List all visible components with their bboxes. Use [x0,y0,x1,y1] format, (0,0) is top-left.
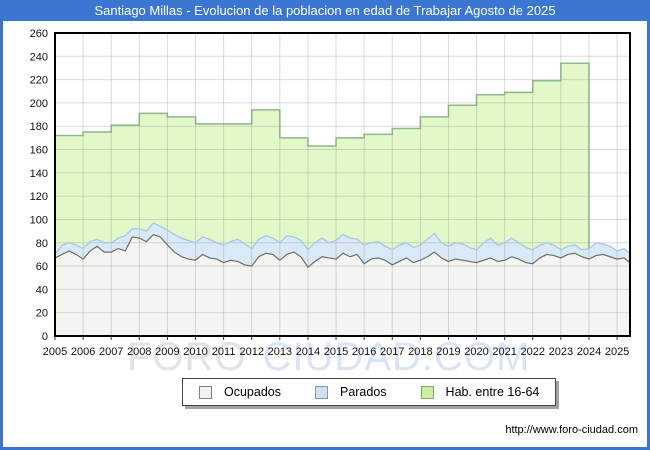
legend: Ocupados Parados Hab. entre 16-64 [182,378,557,406]
watermark-foro: FORO [127,335,247,379]
legend-label-parados: Parados [339,385,387,399]
svg-text:140: 140 [30,168,48,180]
svg-text:2010: 2010 [183,346,207,358]
legend-swatch-ocupados [199,385,212,399]
legend-swatch-hab-16-64 [420,385,434,399]
legend-item-parados: Parados [314,385,387,399]
svg-text:2018: 2018 [408,346,432,358]
svg-text:2021: 2021 [492,346,516,358]
svg-text:260: 260 [30,28,48,40]
legend-label-ocupados: Ocupados [224,385,281,399]
svg-text:60: 60 [36,261,48,273]
svg-text:20: 20 [36,308,48,320]
legend-item-ocupados: Ocupados [199,385,281,399]
svg-text:2022: 2022 [521,346,545,358]
footer-url: http://www.foro-ciudad.com [505,424,638,436]
legend-label-hab-16-64: Hab. entre 16-64 [445,385,540,399]
svg-text:220: 220 [30,75,48,87]
population-area-chart: 2005 2006 2007 2008 2009 2010 2011 2012 2013 2014… [30,28,632,358]
svg-text:2013: 2013 [268,346,292,358]
svg-text:2023: 2023 [549,346,573,358]
svg-text:2024: 2024 [577,346,601,358]
svg-text:2020: 2020 [464,346,488,358]
svg-text:2012: 2012 [239,346,263,358]
svg-text:2017: 2017 [380,346,404,358]
svg-text:40: 40 [36,284,48,296]
chart-title: Santiago Millas - Evolucion de la poblac… [0,0,650,21]
chart-canvas: FORO CIUDAD.COM 2005 2006 2007 2008 2009 2010 2… [3,21,647,447]
svg-text:120: 120 [30,191,48,203]
svg-text:2019: 2019 [436,346,460,358]
svg-text:2014: 2014 [296,346,320,358]
legend-swatch-parados [314,385,328,399]
svg-text:2007: 2007 [99,346,123,358]
svg-text:100: 100 [30,214,48,226]
svg-text:2016: 2016 [352,346,376,358]
svg-text:2005: 2005 [43,346,67,358]
watermark-ciudad: CIUDAD.COM [262,335,531,379]
svg-text:200: 200 [30,98,48,110]
svg-text:2025: 2025 [605,346,629,358]
svg-text:0: 0 [42,331,48,343]
svg-text:2015: 2015 [324,346,348,358]
svg-text:240: 240 [30,51,48,63]
watermark: FORO CIUDAD.COM [127,337,530,377]
svg-text:2008: 2008 [127,346,151,358]
legend-item-hab-16-64: Hab. entre 16-64 [420,385,540,399]
svg-text:160: 160 [30,145,48,157]
svg-text:80: 80 [36,238,48,250]
svg-text:2011: 2011 [212,346,236,358]
svg-text:2009: 2009 [155,346,179,358]
svg-text:180: 180 [30,121,48,133]
svg-text:2006: 2006 [71,346,95,358]
